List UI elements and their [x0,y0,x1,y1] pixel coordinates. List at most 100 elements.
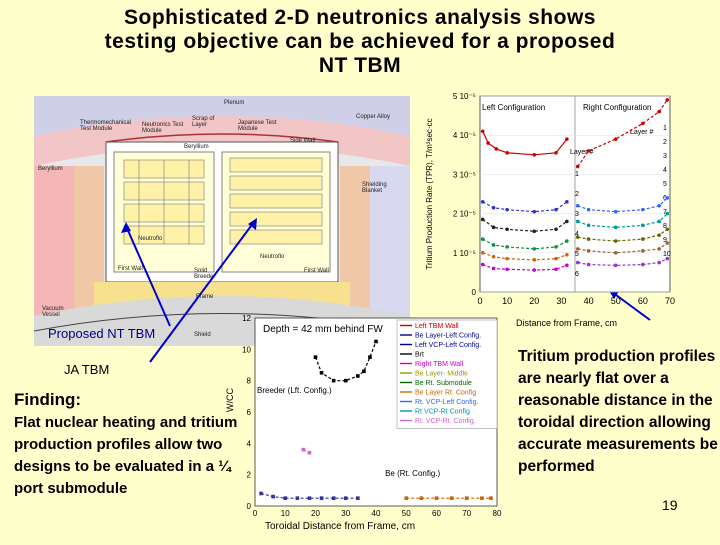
tpr-right-layer-label: 3 [663,153,667,160]
label-neutronics: Neutronics Test Module [142,122,184,134]
tpr-data-point [505,267,509,272]
heat-annotation-be: Be (Rt. Config.) [385,469,440,478]
finding-body: Flat nuclear heating and tritium product… [14,414,238,497]
heat-y-tick-label: 8 [247,377,252,386]
heat-legend-label: Left VCP-Left Config. [415,342,481,349]
tpr-data-point [505,227,509,232]
tpr-data-point [554,256,558,261]
tpr-data-point [494,147,499,151]
heat-data-point [404,496,409,500]
tbm-cross-section-diagram: Plenum Thermomechanical Test Module Neut… [33,96,411,346]
tpr-data-point [486,141,490,145]
heat-chart-title: Depth = 42 mm behind FW [263,324,383,335]
heat-legend-label: Right TBM Wall [415,361,464,368]
tpr-data-point [641,262,645,267]
label-neutroflo: Neutroflo [138,236,163,242]
tpr-data-point [665,211,670,216]
label-frame: Frame [196,294,214,300]
tpr-left-layer-label: 4 [575,231,579,238]
tpr-series-line [482,238,568,250]
label-scrap: Scrap of Layer [192,116,215,128]
tpr-right-layer-label: 9 [663,237,667,244]
tpr-right-layer-label: 4 [663,167,667,174]
nt-tbm-arrow [125,225,171,327]
tpr-right-layer-label: 2 [663,139,667,146]
tpr-left-layer-label: 6 [575,271,579,278]
heat-data-point [259,491,263,496]
tpr-data-point [613,251,618,255]
tpr-x-tick-label: 10 [502,296,512,306]
heat-annotation-breeder: Breeder (Lft. Config.) [257,386,332,395]
callout-ja-tbm: JA TBM [64,362,110,377]
tpr-data-point [657,109,661,114]
heat-legend-label: Left TBM Wall [415,323,459,330]
tpr-right-layer-label: 8 [663,223,667,230]
tpr-data-point [491,205,496,210]
tpr-data-point [505,245,509,249]
tpr-series-line [577,197,668,213]
heat-data-point [307,450,312,455]
heat-y-tick-label: 0 [247,502,252,511]
tpr-layer-hash-right: Layer # [630,129,653,136]
heat-legend-label: Be Layer-Left Config. [415,333,481,340]
heat-data-point [319,371,324,375]
heat-legend-box [396,319,498,429]
slide-title: Sophisticated 2-D neutronics analysis sh… [0,6,720,78]
tpr-data-point [532,229,537,234]
tpr-header-left: Left Configuration [482,103,545,112]
tpr-series-line [482,201,568,213]
ja-tbm-arrow [149,221,255,363]
label-shielding-blanket: Shielding Blanket [362,182,387,194]
tpr-data-point [586,237,591,241]
tpr-right-layer-label: 10 [663,251,671,258]
tpr-data-point [665,227,670,232]
tpr-data-point [532,209,537,214]
tpr-data-point [554,267,558,272]
heating-chart: 0 2 4 6 8 10 12 0 10 20 30 40 50 60 70 80 W/CC Toroidal D… [225,310,515,540]
tpr-data-point [641,237,645,241]
tpr-data-point [575,219,580,224]
tpr-series-line [577,228,668,242]
tpr-right-layer-label: 5 [663,181,667,188]
heat-x-tick-label: 30 [341,509,350,518]
heat-data-point [307,496,312,500]
label-beryllium-left: Beryllium [38,166,63,172]
copper-band [34,116,410,166]
heat-x-tick-label: 70 [462,509,471,518]
finding-heading: Finding: [14,390,82,409]
tpr-data-point [657,247,661,251]
tpr-data-point [657,203,661,208]
tpr-series-line [577,242,668,254]
heat-data-point [301,447,306,452]
label-copper: Copper Alloy [356,114,391,120]
tpr-data-point [665,256,670,261]
tpr-data-point [480,262,485,267]
heat-x-tick-label: 40 [372,509,381,518]
heat-data-point [464,496,469,500]
tpr-x-axis-label: Distance from Frame, cm [516,318,617,328]
tpr-layer-hash-left: Layer # [570,149,593,156]
heat-x-tick-label: 60 [432,509,441,518]
heat-data-point [374,339,378,344]
tpr-series-line [482,263,568,271]
tpr-data-point [665,241,670,245]
tpr-y-tick-label: 1 10⁻⁵ [453,249,476,258]
tpr-right-layer-label: 7 [663,209,667,216]
label-side-wall: Side Wall [290,138,316,144]
heat-x-axis-label: Toroidal Distance from Frame, cm [265,521,415,532]
tpr-data-point [491,254,496,259]
heat-y-axis-label: W/CC [225,388,235,412]
tpr-data-point [665,98,670,102]
tpr-header-right: Right Configuration [583,103,651,112]
tpr-data-point [554,245,558,249]
tpr-chart-svg: 0 1 10⁻⁵ 2 10⁻⁵ 3 10⁻⁵ 4 10⁻⁵ 5 10⁻⁵ 0 10 20 30 40… [425,92,675,328]
nt-tbm-arrowhead [121,222,131,233]
tpr-data-point [565,219,569,224]
label-vacuum-vessel: Vacuum Vessel [42,306,64,318]
tpr-x-tick-label: 30 [556,296,566,306]
ja-tbm-arrowhead [248,218,257,230]
heat-data-point [271,494,275,499]
tpr-series-line [577,99,668,167]
label-japanese: Japanese Test Module [238,120,277,132]
